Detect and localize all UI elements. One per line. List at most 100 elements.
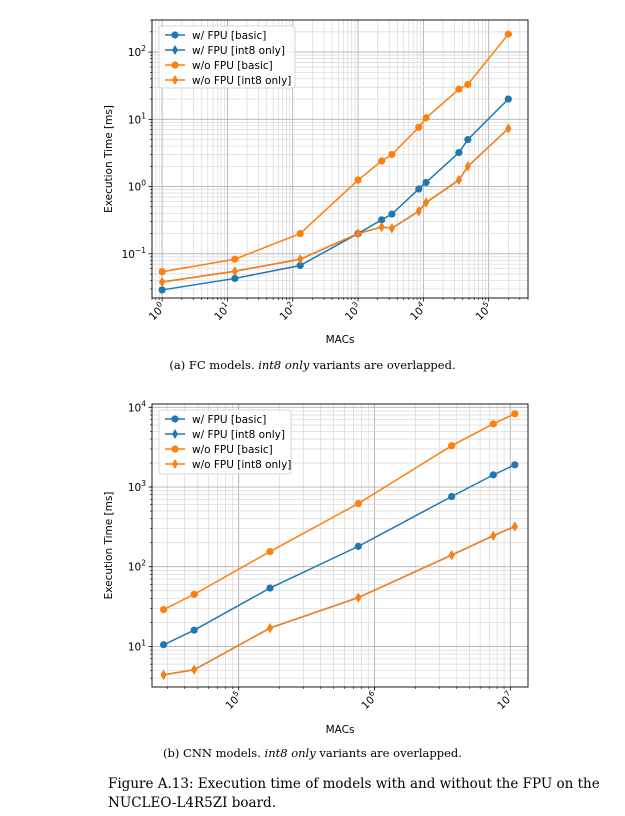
x-tick-exp: 6 [367,688,377,698]
data-point [388,210,396,218]
data-point [354,499,362,508]
legend-label: w/o FPU [basic] [192,444,273,456]
series-w-o-fpu-basic [160,410,519,614]
axes-frame [151,403,529,688]
data-point [191,664,198,675]
x-tick-label: 102 [275,299,299,323]
data-point [455,148,463,157]
y-axis-label: Execution Time [ms] [103,492,115,600]
legend-marker [171,415,179,423]
y-tick-base: 10 [122,249,135,261]
chart-fc: 10010110210310410510−1100101102MACsExecu… [103,19,529,346]
data-point [422,178,430,187]
series-w-fpu-basic [160,461,519,649]
data-point [354,176,362,184]
legend: w/ FPU [basic] w/ FPU [int8 only] w/o FPU … [158,409,292,475]
data-point [504,95,512,103]
data-point [489,420,497,428]
data-point [378,216,386,224]
x-tick-exp: 2 [285,299,295,309]
x-tick-label-group: 106 [357,688,381,712]
data-point [296,229,304,238]
data-point [422,114,430,122]
x-tick-label-group: 105 [473,299,491,323]
caption-b-emphasis: int8 only [264,746,316,760]
x-tick-label: 106 [357,688,381,712]
data-point [266,584,274,592]
legend-label: w/ FPU [int8 only] [192,45,285,57]
legend-marker [171,445,179,453]
legend-marker [172,45,178,55]
data-point [266,547,274,556]
x-tick-exp: 0 [154,299,164,309]
legend-label: w/ FPU [int8 only] [192,429,285,441]
data-point [448,550,455,561]
x-tick-label: 101 [210,299,234,323]
x-tick-label-group: 105 [221,688,245,712]
data-point [378,157,386,165]
data-point [464,80,472,89]
y-tick-base: 10 [128,562,141,574]
data-point [354,542,362,550]
legend-label: w/ FPU [basic] [192,414,266,426]
caption-a-label: (a) FC models. [169,358,255,372]
y-tick-exp: 2 [141,559,146,568]
legend-marker [171,31,179,39]
data-point [388,223,395,234]
legend-marker [172,75,178,85]
data-point [160,669,167,680]
y-tick-label: 103 [128,479,146,494]
x-tick-label-group: 103 [341,299,365,323]
data-point [490,530,497,541]
axes-frame [151,19,529,299]
data-point [160,605,168,614]
data-point [415,123,423,131]
legend-box [158,25,296,89]
x-tick-label: 103 [341,299,365,323]
data-point [455,85,463,93]
legend-box [158,409,292,475]
caption-b-rest: variants are overlapped. [319,746,462,760]
caption-a-rest: variants are overlapped. [313,358,456,372]
y-tick-label: 102 [128,559,146,574]
caption-b-label: (b) CNN models. [163,746,261,760]
legend-label: w/ FPU [basic] [192,30,266,42]
data-point [489,471,497,479]
x-tick-label: 105 [221,688,245,712]
data-point [297,254,304,265]
legend-marker [171,61,179,69]
legend-marker [172,429,178,439]
x-tick-exp: 1 [220,299,230,309]
data-point [448,442,456,450]
legend-label: w/o FPU [basic] [192,60,273,72]
figure-caption: Figure A.13: Execution time of models wi… [108,776,600,811]
data-point [511,410,519,418]
y-tick-exp: 2 [141,44,146,53]
y-axis-label: Execution Time [ms] [103,105,115,213]
x-tick-label: 107 [493,688,517,712]
legend-marker [172,459,178,469]
x-axis-label: MACs [326,724,355,736]
y-tick-exp: −1 [135,246,146,255]
y-tick-label: 10−1 [122,246,147,261]
series-w-fpu-basic [158,95,512,294]
y-tick-label: 101 [128,638,146,653]
x-tick-exp: 7 [502,688,512,698]
data-point [388,150,396,159]
data-point [511,461,519,469]
x-tick-label-group: 102 [275,299,299,323]
data-point [504,30,512,38]
figure-canvas: 10010110210310410510−1100101102MACsExecu… [103,19,529,736]
x-tick-label-group: 107 [493,688,517,712]
caption-a: (a) FC models. int8 only variants are ov… [0,358,625,372]
data-point [190,626,198,634]
data-point [160,641,168,649]
x-tick-exp: 3 [350,299,360,309]
y-tick-exp: 4 [141,399,146,408]
data-point [464,135,472,144]
legend-label: w/o FPU [int8 only] [192,75,291,87]
y-tick-exp: 1 [141,638,146,647]
data-point [158,268,166,276]
y-tick-exp: 3 [141,479,146,488]
